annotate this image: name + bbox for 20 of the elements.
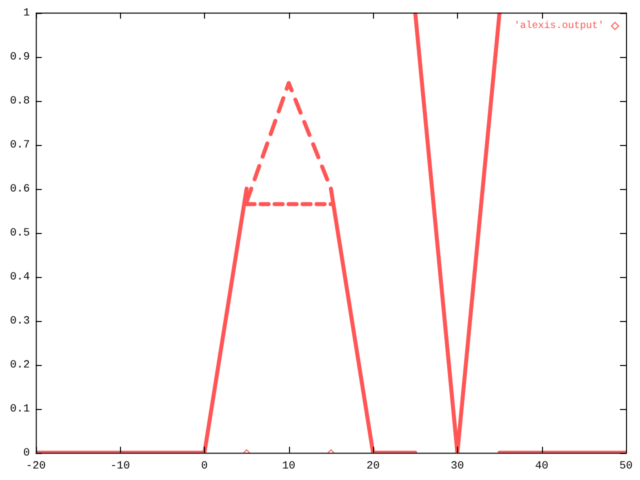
- y-tick-label: 0.6: [10, 184, 30, 196]
- y-tick-label: 0.7: [10, 140, 30, 152]
- x-tick-label: 10: [282, 460, 296, 472]
- x-tick-label: 50: [619, 460, 633, 472]
- y-tick-label: 0.2: [10, 360, 30, 372]
- y-tick-label: 0.5: [10, 228, 30, 240]
- x-tick-label: -20: [26, 460, 46, 472]
- y-tick-label: 0.3: [10, 316, 30, 328]
- y-tick-label: 0.4: [10, 272, 30, 284]
- x-tick-label: -10: [110, 460, 130, 472]
- x-tick-label: 20: [366, 460, 380, 472]
- x-tick-label: 30: [450, 460, 464, 472]
- y-tick-label: 0.8: [10, 96, 30, 108]
- y-tick-label: 0.1: [10, 404, 30, 416]
- y-tick-label: 1: [23, 8, 30, 20]
- y-tick-label: 0.9: [10, 52, 30, 64]
- x-tick-label: 0: [201, 460, 208, 472]
- x-tick-label: 40: [535, 460, 548, 472]
- legend-label: 'alexis.output': [514, 20, 604, 32]
- y-tick-label: 0: [23, 448, 30, 460]
